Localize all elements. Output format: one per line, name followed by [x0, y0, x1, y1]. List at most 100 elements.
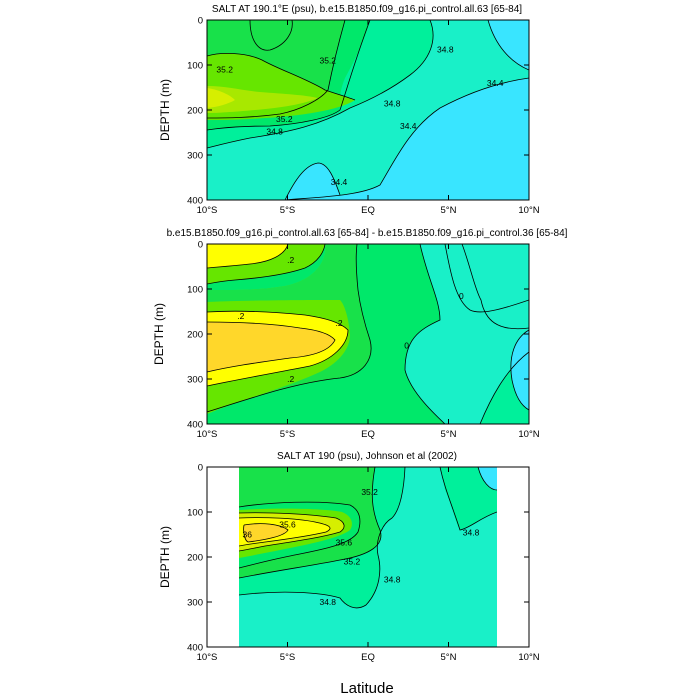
p2-fill-0-b: [445, 244, 529, 312]
p2-iso-i: [479, 351, 529, 424]
contour-label: 34.8: [463, 527, 480, 537]
contour-label: .2: [335, 318, 342, 328]
y-tick-label: 200: [187, 553, 203, 564]
x-tick-label: 5°N: [441, 652, 457, 663]
panel-2-ylabel: DEPTH (m): [152, 303, 166, 365]
p1-iso-f: [487, 20, 529, 71]
x-tick-label: EQ: [361, 205, 375, 216]
panel-3-observed-salinity: SALT AT 190 (psu), Johnson et al (2002) …: [158, 451, 540, 663]
panel-2-ticks: 10°S 5°S EQ 5°N 10°N 0 100 200 300 400: [187, 240, 540, 441]
p1-fill-deep: [285, 163, 340, 200]
p3-fill-34.4: [478, 467, 497, 490]
panel-3-ylabel: DEPTH (m): [158, 526, 172, 588]
x-tick-label: 10°N: [518, 429, 539, 440]
panel-1-model-salinity: SALT AT 190.1°E (psu), b.e15.B1850.f09_g…: [158, 4, 540, 216]
panel-1-contour-labels: 35.2 35.2 35.2 34.8 34.8 34.8 34.4 34.4 34.4: [216, 44, 503, 187]
x-axis-label: Latitude: [340, 680, 393, 697]
p1-iso-a: [207, 52, 356, 101]
contour-label: 34.4: [487, 78, 504, 88]
p2-iso-j: [510, 329, 529, 411]
contour-label: 34.4: [400, 121, 417, 131]
y-tick-label: 400: [187, 196, 203, 207]
contour-label: 36: [243, 530, 253, 540]
contour-label: 34.8: [266, 127, 283, 137]
x-tick-label: 10°N: [518, 205, 539, 216]
p1-fill-top-lobe: [250, 20, 293, 51]
contour-label: 0: [459, 291, 464, 301]
p1-iso-g: [284, 162, 341, 200]
y-tick-label: 0: [198, 16, 203, 27]
panel-3-title: SALT AT 190 (psu), Johnson et al (2002): [277, 451, 457, 462]
contour-label: 34.8: [384, 98, 401, 108]
p3-iso-a: [243, 523, 289, 543]
y-tick-label: 200: [187, 330, 203, 341]
y-tick-label: 0: [198, 240, 203, 251]
contour-label: 35.2: [361, 487, 378, 497]
p2-iso-a: [207, 244, 289, 269]
p1-iso-c: [207, 20, 371, 131]
p2-fill-0.4: [207, 244, 288, 268]
p2-fill-0-d: [510, 330, 529, 410]
contour-label: 35.6: [336, 538, 353, 548]
p3-iso-e: [239, 467, 382, 579]
y-tick-label: 100: [187, 508, 203, 519]
panel-1-contour-field: [207, 20, 529, 200]
p2-iso-b: [207, 244, 326, 285]
x-tick-label: 10°S: [197, 205, 218, 216]
p2-fill-0-c: [405, 244, 529, 424]
p1-iso-h: [249, 20, 293, 51]
p3-iso-b: [239, 517, 331, 547]
x-tick-label: 10°N: [518, 652, 539, 663]
panel-3-ticks: 10°S 5°S EQ 5°N 10°N 0 100 200 300 400: [187, 463, 540, 664]
p2-iso-e: [207, 244, 372, 413]
x-tick-label: 10°S: [197, 429, 218, 440]
y-tick-label: 100: [187, 285, 203, 296]
panel-2-contour-labels: .2 .2 .2 .2 0 0: [237, 255, 464, 384]
contour-label: 35.2: [344, 557, 361, 567]
contour-label: 34.8: [319, 597, 336, 607]
p2-iso-f: [404, 244, 446, 424]
p3-iso-d: [239, 501, 361, 569]
contour-label: .2: [237, 311, 244, 321]
panel-1-title: SALT AT 190.1°E (psu), b.e15.B1850.f09_g…: [212, 4, 522, 15]
y-tick-label: 300: [187, 598, 203, 609]
p2-fill-0.5: [207, 322, 335, 372]
p2-iso-g: [444, 244, 529, 313]
x-tick-label: 5°S: [280, 652, 295, 663]
x-tick-label: EQ: [361, 429, 375, 440]
panel-1-ylabel: DEPTH (m): [158, 79, 172, 141]
y-tick-label: 300: [187, 151, 203, 162]
p3-fill-36.8: [243, 523, 288, 542]
contour-label: 34.4: [331, 177, 348, 187]
y-tick-label: 100: [187, 61, 203, 72]
y-tick-label: 400: [187, 420, 203, 431]
panel-1-ticks: 10°S 5°S EQ 5°N 10°N 0 100 200 300 400: [187, 16, 540, 217]
p1-iso-d: [207, 20, 434, 149]
contour-label: 34.8: [384, 575, 401, 585]
y-tick-label: 0: [198, 463, 203, 474]
y-tick-label: 200: [187, 106, 203, 117]
panel-2-contour-field: [207, 244, 529, 424]
panel-3-contour-field: [239, 467, 497, 647]
panel-2-difference: b.e15.B1850.f09_g16.pi_control.all.63 [6…: [152, 228, 568, 440]
x-tick-label: 10°S: [197, 652, 218, 663]
p3-iso-g: [439, 467, 497, 531]
panel-3-contour-labels: 35.2 35.6 36 35.6 35.2 34.8 34.8 34.8: [243, 487, 480, 607]
y-tick-label: 400: [187, 643, 203, 654]
p3-iso-c: [239, 512, 345, 552]
p3-iso-f: [239, 467, 406, 609]
p2-iso-d: [207, 321, 336, 373]
contour-label: .2: [287, 374, 294, 384]
contour-label: 35.2: [276, 114, 293, 124]
contour-label: 0: [404, 340, 409, 350]
p3-fill-34.8-b: [440, 467, 497, 530]
contour-label: .2: [287, 255, 294, 265]
x-tick-label: 5°N: [441, 205, 457, 216]
p1-iso-b: [207, 20, 346, 119]
x-tick-label: 5°S: [280, 429, 295, 440]
p1-iso-e: [284, 77, 529, 200]
contour-label: 35.6: [279, 520, 296, 530]
p2-iso-c: [207, 310, 349, 387]
x-tick-label: EQ: [361, 652, 375, 663]
